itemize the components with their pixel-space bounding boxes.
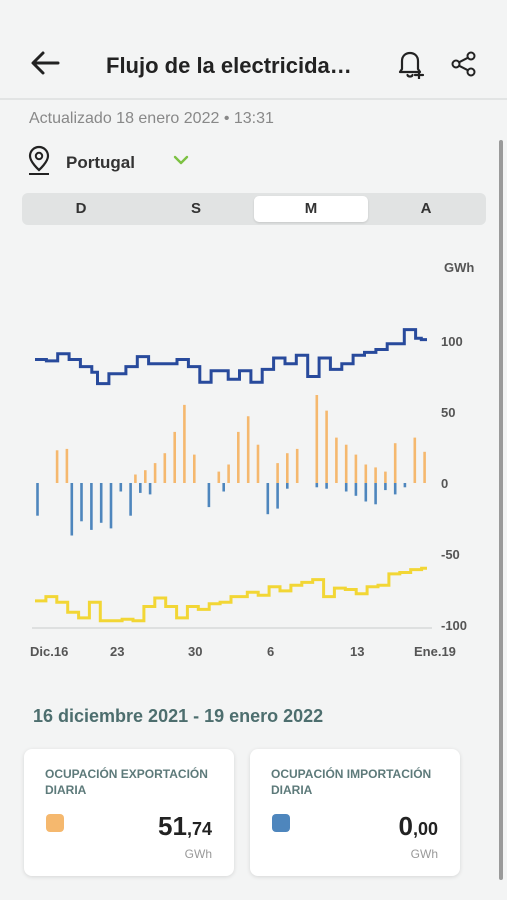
arrow-left-icon[interactable] bbox=[30, 50, 60, 76]
electricity-flow-chart: GWh 100 50 0 -50 -100 Dic.16 23 30 6 13 Ene.19 bbox=[30, 260, 474, 659]
card-value: 51,74 bbox=[158, 811, 212, 841]
scrollbar[interactable] bbox=[499, 140, 503, 880]
bell-plus-icon[interactable] bbox=[397, 49, 425, 79]
x-tick-label: 30 bbox=[188, 644, 202, 659]
card-label: Ocupación importación diaria bbox=[271, 767, 432, 797]
export-occupancy-card: Ocupación exportación diaria 51,74 GWh bbox=[24, 749, 234, 876]
x-tick-label: Dic.16 bbox=[30, 644, 68, 659]
segment-year[interactable]: A bbox=[420, 200, 432, 217]
y-tick-label: 50 bbox=[441, 405, 455, 420]
location-pin-icon bbox=[28, 145, 50, 175]
card-unit: GWh bbox=[184, 847, 212, 861]
card-value: 0,00 bbox=[398, 811, 439, 841]
segment-month[interactable]: M bbox=[254, 196, 368, 222]
import-color-swatch bbox=[272, 814, 290, 832]
y-tick-label: 100 bbox=[441, 334, 463, 349]
segment-week[interactable]: S bbox=[190, 200, 201, 217]
card-label: Ocupación exportación diaria bbox=[45, 767, 208, 797]
export-color-swatch bbox=[46, 814, 64, 832]
x-tick-label: Ene.19 bbox=[414, 644, 456, 659]
period-segmented-control: D S M A bbox=[22, 193, 486, 225]
y-tick-label: 0 bbox=[441, 476, 448, 491]
import-occupancy-card: Ocupación importación diaria 0,00 GWh bbox=[250, 749, 460, 876]
y-axis-unit: GWh bbox=[444, 260, 474, 275]
series-line-balance bbox=[35, 328, 427, 386]
series-line-generation bbox=[35, 566, 427, 623]
x-tick-label: 23 bbox=[110, 644, 124, 659]
top-app-bar: Flujo de la electricida… bbox=[0, 22, 507, 100]
x-tick-label: 6 bbox=[267, 644, 274, 659]
x-tick-label: 13 bbox=[350, 644, 364, 659]
segment-day[interactable]: D bbox=[75, 200, 87, 217]
y-tick-label: -100 bbox=[441, 618, 467, 633]
date-range-text: 16 diciembre 2021 - 19 enero 2022 bbox=[33, 706, 324, 726]
last-updated-text: Actualizado 18 enero 2022 • 13:31 bbox=[29, 110, 274, 127]
page-title: Flujo de la electricida… bbox=[106, 53, 352, 78]
y-tick-label: -50 bbox=[441, 547, 460, 562]
location-selector[interactable]: Portugal bbox=[27, 145, 207, 177]
share-icon[interactable] bbox=[450, 50, 478, 78]
card-unit: GWh bbox=[410, 847, 438, 861]
location-name: Portugal bbox=[66, 153, 135, 172]
chevron-down-icon bbox=[173, 155, 189, 165]
